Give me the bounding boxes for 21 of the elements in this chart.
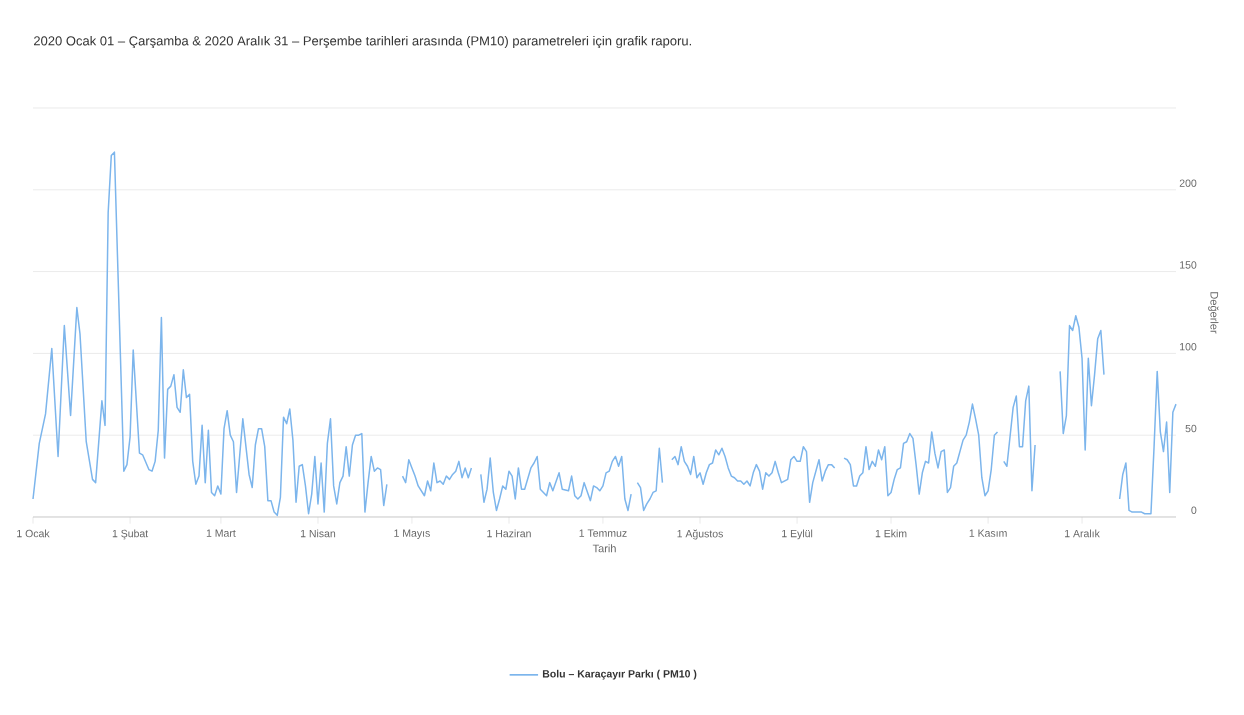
y-axis-title: Değerler	[1208, 292, 1219, 334]
x-tick-label: 1 Mart	[206, 529, 236, 537]
y-tick-label: 200	[1179, 179, 1197, 187]
x-tick-label: 1 Şubat	[112, 529, 149, 540]
y-tick-label: 0	[1191, 506, 1197, 515]
y-tick-label: 150	[1180, 261, 1197, 269]
x-tick-label: 1 Eylül	[782, 529, 813, 540]
legend-label: Bolu – Karaçayır Parkı ( PM10 )	[542, 669, 697, 680]
y-tick-label: 100	[1180, 343, 1197, 351]
x-tick-label: 1 Aralık	[1065, 529, 1100, 538]
x-tick-label: 1 Mayıs	[394, 529, 430, 539]
x-tick-label: 1 Ocak	[17, 529, 50, 538]
chart-title: 2020 Ocak 01 – Çarşamba & 2020 Aralık 31 – Perşembe tarihleri arasında (PM10) parametreleri için grafik raporu.	[34, 35, 692, 49]
x-tick-label: 1 Ekim	[875, 529, 907, 538]
y-tick-label: 50	[1185, 424, 1197, 433]
x-tick-label: 1 Kasım	[969, 529, 1007, 537]
x-tick-label: 1 Ağustos	[677, 529, 723, 540]
x-tick-label: 1 Nisan	[300, 529, 336, 538]
x-axis-title: Tarih	[592, 544, 616, 553]
x-tick-label: 1 Haziran	[487, 529, 531, 538]
x-tick-label: 1 Temmuz	[579, 529, 627, 537]
